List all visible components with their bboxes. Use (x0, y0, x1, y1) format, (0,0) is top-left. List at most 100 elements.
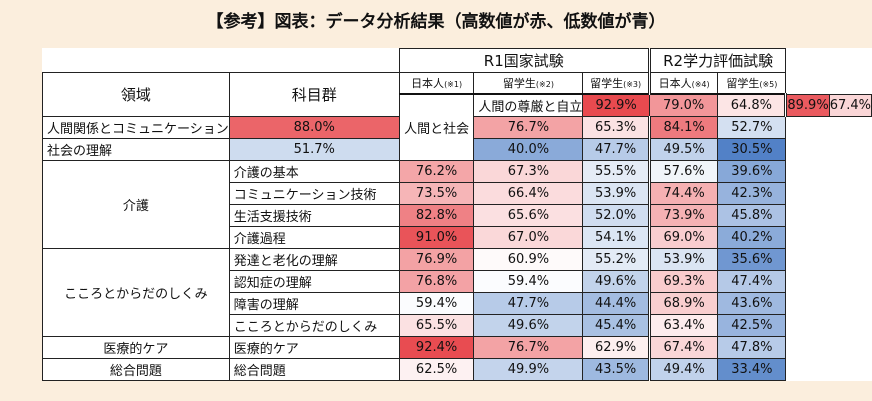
value-cell: 62.5% (398, 358, 475, 381)
table-row: 人間関係とコミュニケーション 88.0% 76.7% 65.3% 84.1% 52.7% (42, 116, 872, 139)
column-header-label: 日本人 (658, 77, 692, 90)
value-cell: 49.9% (473, 358, 584, 381)
table-row: 認知症の理解 76.8% 59.4% 49.6% 69.3% 47.4% (43, 270, 872, 293)
table-row: 医療的ケア 医療的ケア 92.4% 76.7% 62.9% 67.4% 47.8% (42, 336, 872, 359)
domain-cell: こころとからだのしくみ (42, 248, 230, 337)
column-header-3: 留学生(※3) (582, 72, 651, 95)
value-cell: 35.6% (717, 248, 787, 271)
column-header-note: (※3) (623, 80, 642, 89)
value-cell: 49.4% (648, 358, 719, 381)
value-cell: 30.5% (717, 138, 787, 161)
table-row: 人間と社会 人間の尊厳と自立 92.9% 79.0% 64.8% 89.9% 67.4% (43, 93, 872, 161)
value-cell: 62.9% (582, 336, 651, 359)
value-cell: 67.4% (648, 336, 719, 359)
value-cell: 76.7% (473, 336, 584, 359)
value-cell: 73.5% (398, 182, 475, 205)
value-cell: 43.6% (717, 292, 787, 315)
value-cell: 69.3% (648, 270, 719, 293)
value-cell: 64.8% (717, 93, 788, 117)
value-cell: 76.2% (398, 160, 475, 183)
value-cell: 67.4% (828, 93, 872, 117)
value-cell: 59.4% (473, 270, 584, 293)
subject-cell: コミュニケーション技術 (228, 182, 400, 205)
subject-cell: 発達と老化の理解 (228, 248, 400, 271)
value-cell: 91.0% (398, 226, 475, 249)
value-cell: 57.6% (648, 160, 719, 183)
subject-cell: 医療的ケア (228, 336, 400, 359)
value-cell: 89.9% (785, 93, 830, 117)
table-row: こころとからだのしくみ 65.5% 49.6% 45.4% 63.4% 42.5% (43, 314, 872, 337)
column-header-note: (※2) (535, 80, 554, 89)
group-header-r2: R2学力評価試験 (648, 48, 787, 73)
value-cell: 52.7% (717, 116, 787, 139)
value-cell: 88.0% (228, 116, 400, 139)
column-header-note: (※1) (444, 80, 463, 89)
value-cell: 51.7% (228, 138, 400, 161)
subject-header: 科目群 (228, 72, 400, 117)
value-cell: 82.8% (398, 204, 475, 227)
value-cell: 49.5% (648, 138, 719, 161)
value-cell: 54.1% (582, 226, 651, 249)
value-cell: 33.4% (717, 358, 787, 381)
table-row: 社会の理解 51.7% 40.0% 47.7% 49.5% 30.5% (42, 138, 872, 161)
value-cell: 44.4% (582, 292, 651, 315)
value-cell: 65.3% (582, 116, 651, 139)
subject-cell: 介護過程 (228, 226, 400, 249)
table-row: こころとからだのしくみ 発達と老化の理解 76.9% 60.9% 55.2% 53.9% 3… (42, 248, 872, 337)
value-cell: 42.3% (717, 182, 787, 205)
subject-cell: 総合問題 (228, 358, 400, 381)
value-cell: 76.7% (473, 116, 584, 139)
value-cell: 47.8% (717, 336, 787, 359)
value-cell: 49.6% (582, 270, 651, 293)
value-cell: 59.4% (398, 292, 475, 315)
value-cell: 68.9% (648, 292, 719, 315)
value-cell: 47.7% (473, 292, 584, 315)
column-header-2: 留学生(※2) (473, 72, 584, 95)
value-cell: 67.0% (473, 226, 584, 249)
table-row: 介護 介護の基本 76.2% 67.3% 55.5% 57.6% 39.6% (42, 160, 872, 249)
value-cell: 79.0% (648, 93, 719, 117)
table-row: 障害の理解 59.4% 47.7% 44.4% 68.9% 43.6% (43, 292, 872, 315)
domain-cell: 総合問題 (42, 358, 230, 381)
table-row: 介護過程 91.0% 67.0% 54.1% 69.0% 40.2% (43, 226, 872, 249)
value-cell: 40.0% (473, 138, 584, 161)
value-cell: 55.5% (582, 160, 651, 183)
value-cell: 73.9% (648, 204, 719, 227)
value-cell: 47.7% (582, 138, 651, 161)
table-row: コミュニケーション技術 73.5% 66.4% 53.9% 74.4% 42.3% (43, 182, 872, 205)
value-cell: 45.4% (582, 314, 651, 337)
value-cell: 43.5% (582, 358, 651, 381)
subject-cell: 認知症の理解 (228, 270, 400, 293)
subject-cell: こころとからだのしくみ (228, 314, 400, 337)
domain-cell: 医療的ケア (42, 336, 230, 359)
value-cell: 92.9% (582, 93, 650, 117)
subject-cell: 障害の理解 (228, 292, 400, 315)
value-cell: 92.4% (398, 336, 475, 359)
value-cell: 53.9% (648, 248, 719, 271)
domain-cell: 介護 (42, 160, 230, 249)
column-header-4: 日本人(※4) (648, 72, 719, 95)
column-header-note: (※5) (759, 80, 778, 89)
group-header-r1: R1国家試験 (398, 48, 651, 73)
column-header-label: 日本人 (411, 77, 445, 90)
value-cell: 40.2% (717, 226, 787, 249)
value-cell: 69.0% (648, 226, 719, 249)
value-cell: 65.6% (473, 204, 584, 227)
subject-cell: 介護の基本 (228, 160, 400, 183)
value-cell: 60.9% (473, 248, 584, 271)
column-header-label: 留学生 (726, 77, 760, 90)
column-header-5: 留学生(※5) (717, 72, 787, 95)
domain-cell: 人間と社会 (398, 93, 475, 161)
value-cell: 76.8% (398, 270, 475, 293)
value-cell: 66.4% (473, 182, 584, 205)
column-header-note: (※4) (691, 80, 710, 89)
value-cell: 63.4% (648, 314, 719, 337)
column-header-label: 留学生 (502, 77, 536, 90)
header-blank (43, 49, 400, 73)
value-cell: 76.9% (398, 248, 475, 271)
value-cell: 55.2% (582, 248, 651, 271)
value-cell: 74.4% (648, 182, 719, 205)
value-cell: 67.3% (473, 160, 584, 183)
value-cell: 47.4% (717, 270, 787, 293)
value-cell: 49.6% (473, 314, 584, 337)
